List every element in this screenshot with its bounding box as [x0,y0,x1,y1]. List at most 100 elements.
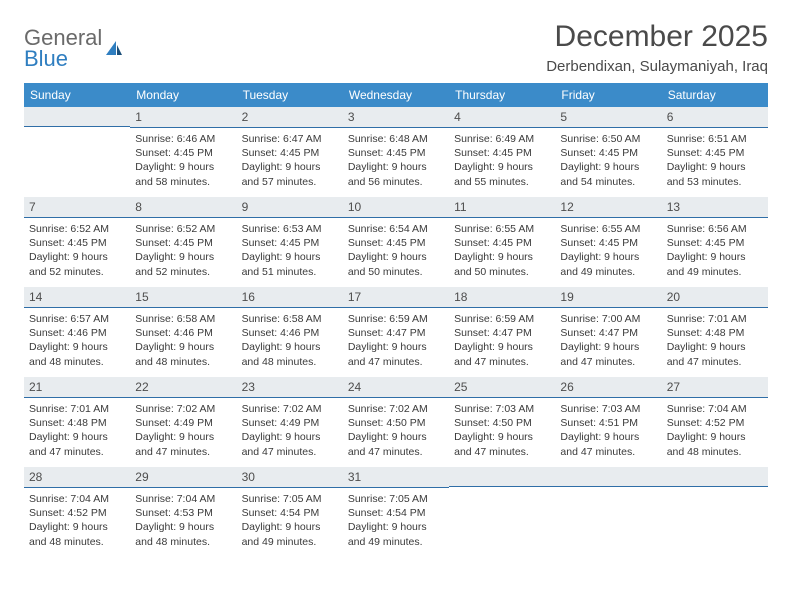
sunrise-line: Sunrise: 6:56 AM [667,222,763,236]
sunset-line: Sunset: 4:47 PM [454,326,550,340]
day-number-bar: 14 [24,287,130,308]
calendar-day-cell: 23Sunrise: 7:02 AMSunset: 4:49 PMDayligh… [237,377,343,467]
day-number-bar: 12 [555,197,661,218]
sunset-line: Sunset: 4:50 PM [348,416,444,430]
sunrise-line: Sunrise: 6:58 AM [135,312,231,326]
sunrise-line: Sunrise: 6:52 AM [29,222,125,236]
day-number-bar: 6 [662,107,768,128]
sunset-line: Sunset: 4:46 PM [29,326,125,340]
day-number-bar: 5 [555,107,661,128]
sunrise-line: Sunrise: 6:59 AM [348,312,444,326]
sunset-line: Sunset: 4:53 PM [135,506,231,520]
sunset-line: Sunset: 4:45 PM [348,146,444,160]
calendar-week-row: 21Sunrise: 7:01 AMSunset: 4:48 PMDayligh… [24,377,768,467]
day-number-bar: 15 [130,287,236,308]
day-number-bar: 8 [130,197,236,218]
calendar-day-cell: 18Sunrise: 6:59 AMSunset: 4:47 PMDayligh… [449,287,555,377]
weekday-header: Monday [130,83,236,107]
day-number-bar: 1 [130,107,236,128]
calendar-day-cell: 24Sunrise: 7:02 AMSunset: 4:50 PMDayligh… [343,377,449,467]
calendar-day-cell: 28Sunrise: 7:04 AMSunset: 4:52 PMDayligh… [24,467,130,557]
sunrise-line: Sunrise: 7:04 AM [29,492,125,506]
sunset-line: Sunset: 4:48 PM [29,416,125,430]
logo: General Blue [24,20,124,70]
header: General Blue December 2025 Derbendixan, … [24,20,768,75]
daylight-line: Daylight: 9 hours and 49 minutes. [348,520,444,548]
day-details: Sunrise: 6:59 AMSunset: 4:47 PMDaylight:… [343,308,449,375]
day-details: Sunrise: 7:03 AMSunset: 4:50 PMDaylight:… [449,398,555,465]
calendar-day-cell: 31Sunrise: 7:05 AMSunset: 4:54 PMDayligh… [343,467,449,557]
day-details: Sunrise: 6:51 AMSunset: 4:45 PMDaylight:… [662,128,768,195]
day-number-bar: 21 [24,377,130,398]
day-number-bar [555,467,661,487]
calendar-day-cell: 10Sunrise: 6:54 AMSunset: 4:45 PMDayligh… [343,197,449,287]
calendar-day-cell: 6Sunrise: 6:51 AMSunset: 4:45 PMDaylight… [662,107,768,197]
day-details: Sunrise: 6:58 AMSunset: 4:46 PMDaylight:… [237,308,343,375]
calendar-day-cell: 19Sunrise: 7:00 AMSunset: 4:47 PMDayligh… [555,287,661,377]
daylight-line: Daylight: 9 hours and 47 minutes. [667,340,763,368]
day-number-bar: 30 [237,467,343,488]
sunrise-line: Sunrise: 7:05 AM [242,492,338,506]
calendar-day-cell: 2Sunrise: 6:47 AMSunset: 4:45 PMDaylight… [237,107,343,197]
day-details: Sunrise: 6:52 AMSunset: 4:45 PMDaylight:… [24,218,130,285]
sunset-line: Sunset: 4:45 PM [29,236,125,250]
sunset-line: Sunset: 4:54 PM [242,506,338,520]
weekday-header-row: SundayMondayTuesdayWednesdayThursdayFrid… [24,83,768,107]
sunrise-line: Sunrise: 6:54 AM [348,222,444,236]
sunset-line: Sunset: 4:45 PM [454,236,550,250]
calendar-day-cell: 16Sunrise: 6:58 AMSunset: 4:46 PMDayligh… [237,287,343,377]
day-details: Sunrise: 6:59 AMSunset: 4:47 PMDaylight:… [449,308,555,375]
day-number-bar: 20 [662,287,768,308]
daylight-line: Daylight: 9 hours and 48 minutes. [29,520,125,548]
calendar-day-cell: 15Sunrise: 6:58 AMSunset: 4:46 PMDayligh… [130,287,236,377]
day-number-bar: 2 [237,107,343,128]
sunset-line: Sunset: 4:45 PM [454,146,550,160]
daylight-line: Daylight: 9 hours and 48 minutes. [667,430,763,458]
daylight-line: Daylight: 9 hours and 52 minutes. [135,250,231,278]
day-details: Sunrise: 7:01 AMSunset: 4:48 PMDaylight:… [662,308,768,375]
calendar-day-cell: 8Sunrise: 6:52 AMSunset: 4:45 PMDaylight… [130,197,236,287]
page-title: December 2025 [546,20,768,54]
day-number-bar: 17 [343,287,449,308]
day-number-bar: 13 [662,197,768,218]
day-number-bar: 18 [449,287,555,308]
day-details: Sunrise: 6:52 AMSunset: 4:45 PMDaylight:… [130,218,236,285]
weekday-header: Wednesday [343,83,449,107]
calendar-day-cell: 4Sunrise: 6:49 AMSunset: 4:45 PMDaylight… [449,107,555,197]
calendar-page: General Blue December 2025 Derbendixan, … [0,0,792,567]
sunrise-line: Sunrise: 7:04 AM [667,402,763,416]
calendar-day-cell: 13Sunrise: 6:56 AMSunset: 4:45 PMDayligh… [662,197,768,287]
day-details: Sunrise: 7:05 AMSunset: 4:54 PMDaylight:… [343,488,449,555]
daylight-line: Daylight: 9 hours and 47 minutes. [348,340,444,368]
calendar-day-cell: 12Sunrise: 6:55 AMSunset: 4:45 PMDayligh… [555,197,661,287]
weekday-header: Saturday [662,83,768,107]
sunrise-line: Sunrise: 6:47 AM [242,132,338,146]
sunrise-line: Sunrise: 6:59 AM [454,312,550,326]
daylight-line: Daylight: 9 hours and 56 minutes. [348,160,444,188]
day-number-bar: 31 [343,467,449,488]
day-details: Sunrise: 6:56 AMSunset: 4:45 PMDaylight:… [662,218,768,285]
sunrise-line: Sunrise: 6:49 AM [454,132,550,146]
calendar-day-cell: 30Sunrise: 7:05 AMSunset: 4:54 PMDayligh… [237,467,343,557]
day-details: Sunrise: 7:04 AMSunset: 4:52 PMDaylight:… [24,488,130,555]
day-details: Sunrise: 7:02 AMSunset: 4:49 PMDaylight:… [237,398,343,465]
title-block: December 2025 Derbendixan, Sulaymaniyah,… [546,20,768,75]
daylight-line: Daylight: 9 hours and 51 minutes. [242,250,338,278]
day-number-bar: 22 [130,377,236,398]
day-number-bar: 23 [237,377,343,398]
calendar-body: 1Sunrise: 6:46 AMSunset: 4:45 PMDaylight… [24,107,768,557]
calendar-day-cell: 1Sunrise: 6:46 AMSunset: 4:45 PMDaylight… [130,107,236,197]
day-details: Sunrise: 6:47 AMSunset: 4:45 PMDaylight:… [237,128,343,195]
calendar-day-cell: 9Sunrise: 6:53 AMSunset: 4:45 PMDaylight… [237,197,343,287]
sunrise-line: Sunrise: 7:05 AM [348,492,444,506]
sunrise-line: Sunrise: 6:48 AM [348,132,444,146]
daylight-line: Daylight: 9 hours and 47 minutes. [135,430,231,458]
sunrise-line: Sunrise: 7:02 AM [242,402,338,416]
calendar-day-cell: 11Sunrise: 6:55 AMSunset: 4:45 PMDayligh… [449,197,555,287]
day-details: Sunrise: 6:53 AMSunset: 4:45 PMDaylight:… [237,218,343,285]
sunset-line: Sunset: 4:45 PM [135,146,231,160]
day-details: Sunrise: 7:00 AMSunset: 4:47 PMDaylight:… [555,308,661,375]
sunset-line: Sunset: 4:54 PM [348,506,444,520]
day-number-bar: 4 [449,107,555,128]
sunset-line: Sunset: 4:45 PM [242,236,338,250]
